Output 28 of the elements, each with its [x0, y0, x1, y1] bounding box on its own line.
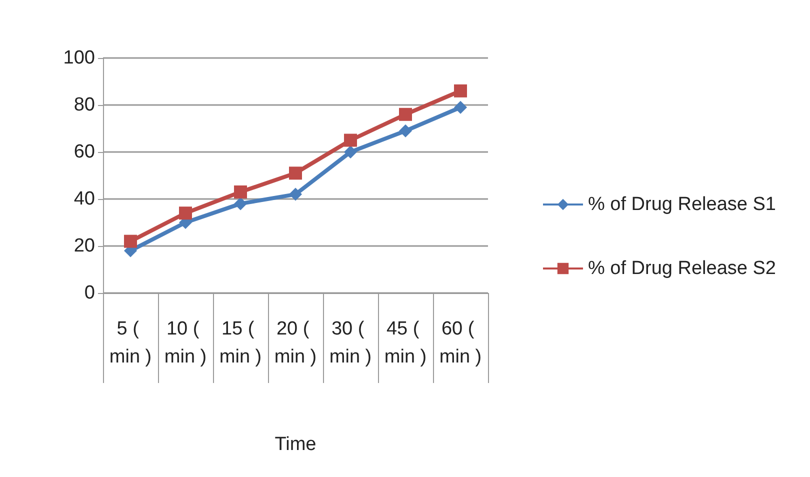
point — [344, 134, 357, 147]
x-tick-label: 60 ( min ) — [439, 318, 482, 368]
x-tick-label: 20 ( min ) — [274, 318, 317, 368]
x-tick-label: 45 ( min ) — [384, 318, 427, 368]
legend-label: % of Drug Release S1 — [588, 194, 776, 215]
point — [234, 197, 247, 210]
x-tick-label: 15 ( min ) — [219, 318, 262, 368]
x-axis-title: Time — [274, 434, 316, 455]
x-tick-label: 5 ( min ) — [109, 318, 152, 368]
x-tick-label: 30 ( min ) — [329, 318, 372, 368]
y-tick-label: 20 — [74, 236, 95, 256]
point — [289, 188, 302, 201]
point — [234, 185, 247, 198]
y-tick-label: 60 — [74, 142, 95, 162]
point — [399, 124, 412, 138]
y-tick-label: 0 — [84, 282, 95, 304]
point — [399, 108, 412, 121]
point — [344, 146, 357, 158]
y-tick-label: 40 — [74, 188, 95, 210]
legend-label: % of Drug Release S2 — [588, 258, 776, 279]
point — [454, 84, 467, 98]
x-tick-label: 10 ( min ) — [164, 318, 207, 368]
point — [124, 234, 137, 248]
point — [454, 100, 467, 114]
y-tick-label: 80 — [74, 94, 95, 116]
point — [289, 166, 302, 180]
y-tick-label: 100 — [63, 48, 95, 68]
point — [179, 206, 192, 220]
